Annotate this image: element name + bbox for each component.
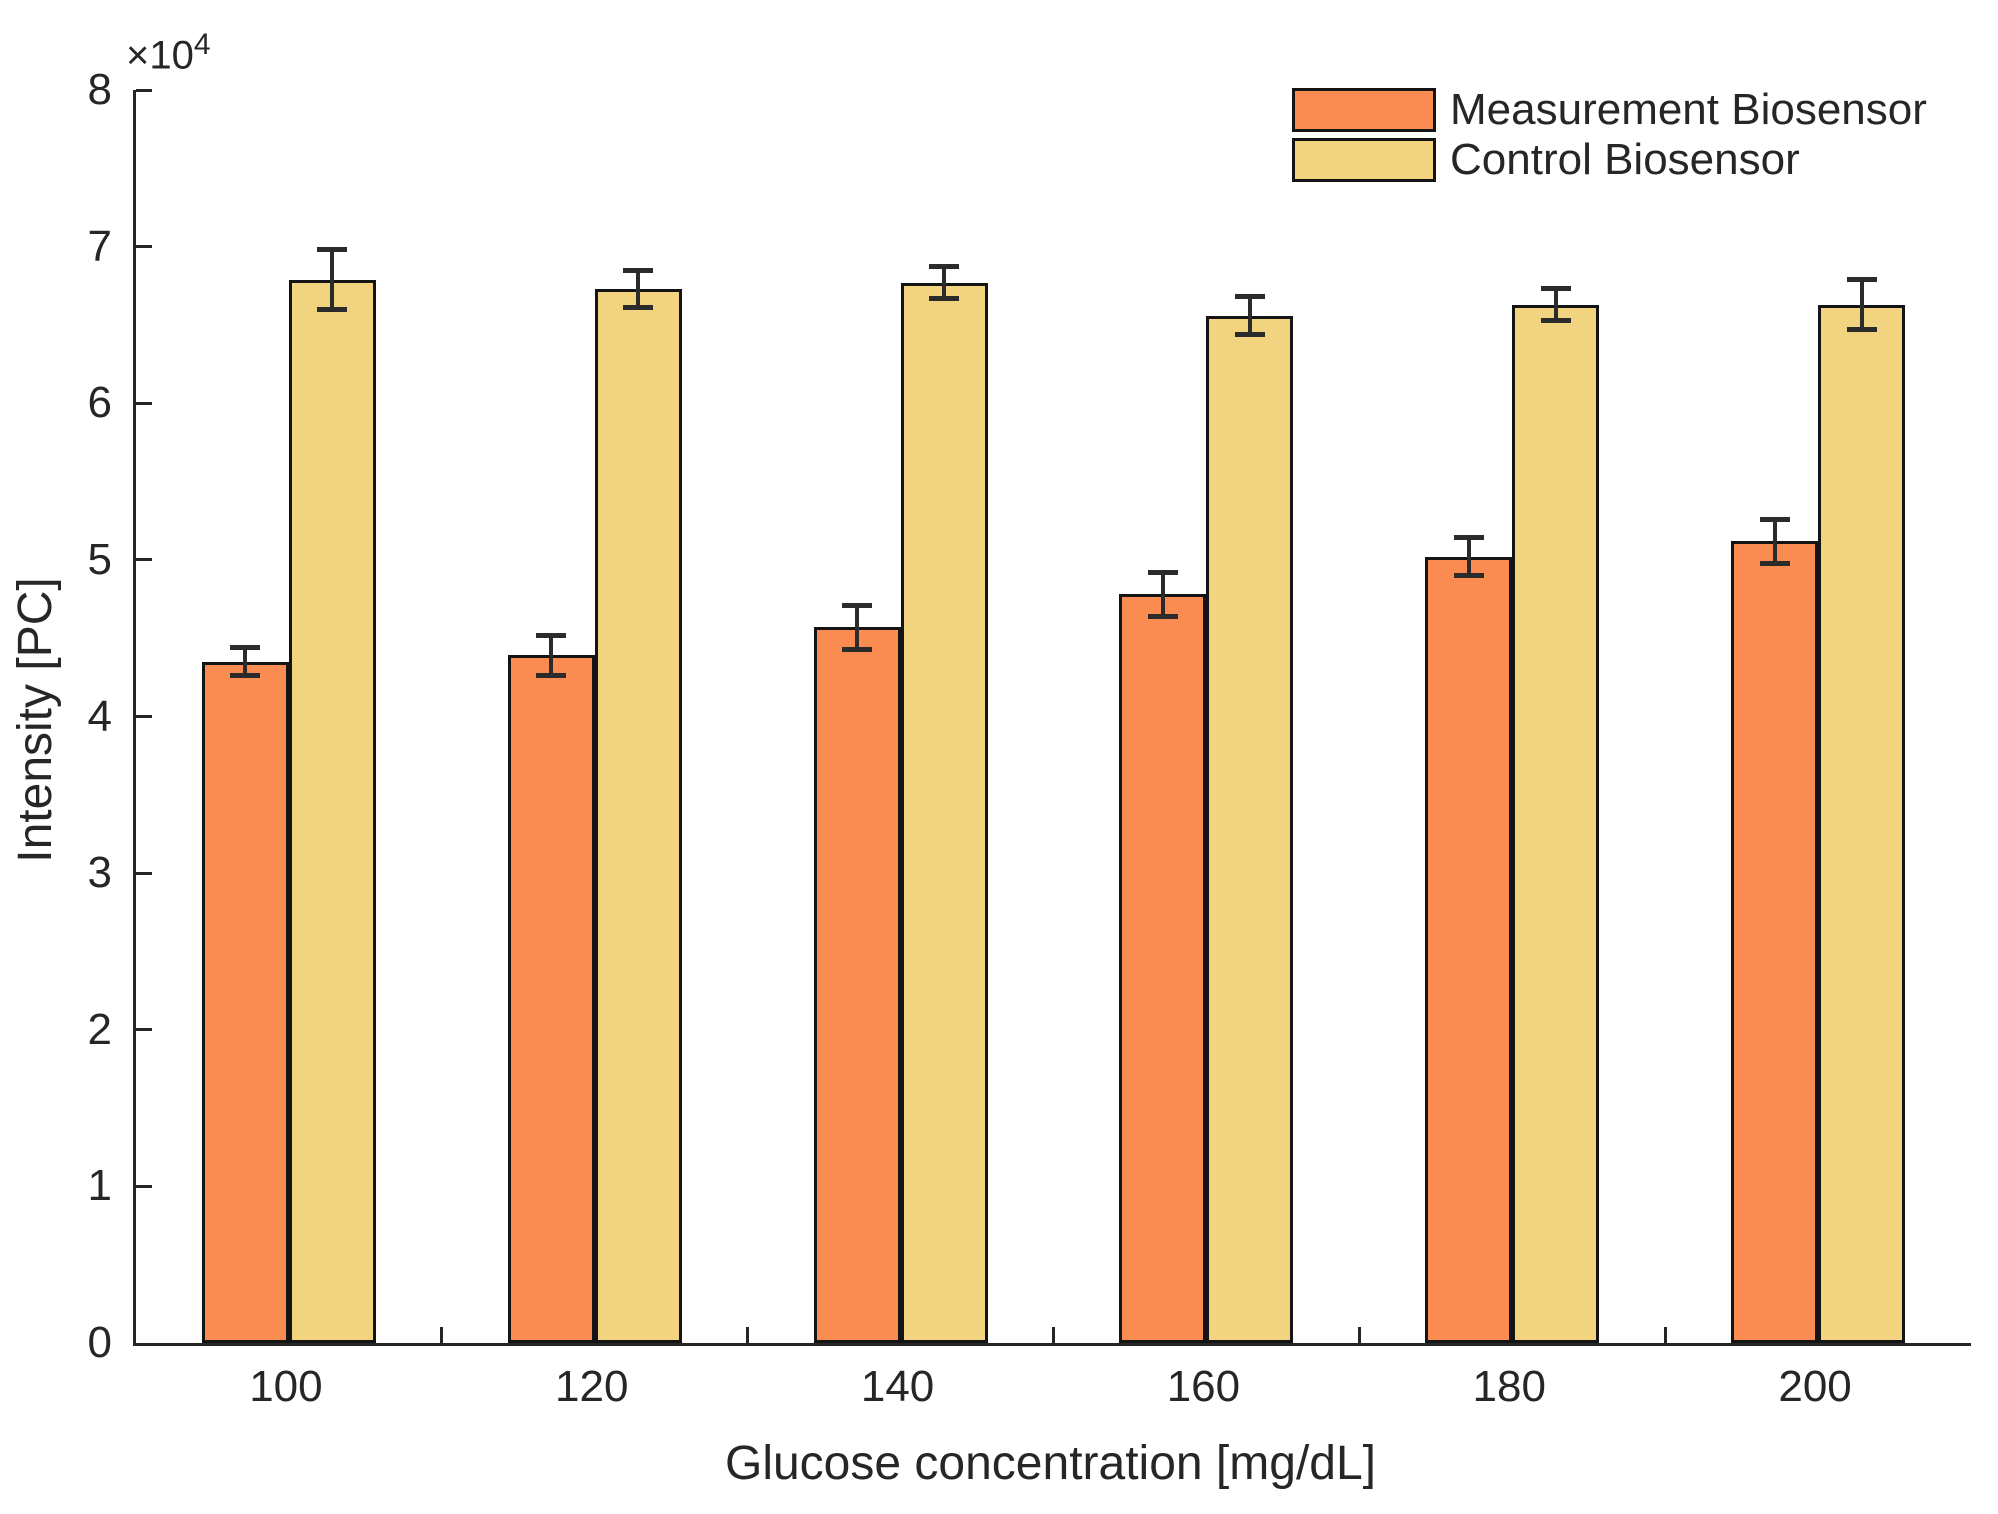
error-bar-control-120 [636,270,641,308]
error-bar-cap [842,602,873,608]
error-bar-cap [1453,535,1484,541]
y-tick-label: 2 [87,1004,112,1054]
y-tick [136,1184,152,1188]
y-tick-label: 7 [87,221,112,271]
error-bar-control-100 [330,249,335,310]
error-bar-cap [1234,331,1265,337]
error-bar-cap [1759,560,1790,566]
y-tick-label: 6 [87,378,112,428]
y-tick [136,245,152,249]
y-axis-label: Intensity [PC] [9,577,62,863]
y-tick [136,401,152,405]
y-axis-exponent: ×104 [126,28,211,78]
bar-measurement-100 [201,661,289,1343]
error-bar-cap [1846,327,1877,333]
y-tick [136,1028,152,1032]
x-tick [1663,1327,1667,1343]
y-tick-label: 8 [87,65,112,114]
error-bar-control-160 [1247,296,1252,335]
bar-control-180 [1512,304,1600,1343]
y-tick-label: 1 [87,1161,112,1211]
error-bar-cap [842,646,873,652]
y-tick-label: 4 [87,691,112,741]
y-tick [136,558,152,562]
y-exponent-prefix: ×10 [126,33,194,78]
error-bar-cap [1759,516,1790,522]
error-bar-cap [1234,294,1265,300]
y-tick [136,871,152,875]
bar-control-160 [1206,315,1294,1343]
x-tick-label: 120 [555,1362,629,1411]
y-tick-label: 3 [87,848,112,898]
y-tick [136,715,152,718]
error-bar-cap [1147,613,1178,619]
error-bar-cap [929,264,960,270]
error-bar-cap [317,306,348,312]
error-bar-measurement-100 [243,647,248,676]
error-bar-cap [317,247,348,253]
y-exponent-power: 4 [193,28,211,61]
error-bar-control-180 [1553,288,1558,321]
error-bar-cap [1540,317,1571,323]
error-bar-cap [230,645,261,651]
x-tick-label: 180 [1472,1362,1546,1411]
error-bar-control-140 [942,266,947,299]
legend-row-measurement: Measurement Biosensor [1292,88,1927,132]
bar-measurement-200 [1731,541,1819,1343]
error-bar-cap [230,673,261,679]
plot-area [133,88,1971,1346]
legend-swatch-control [1292,138,1436,182]
legend-label-control: Control Biosensor [1450,135,1800,184]
x-tick [1052,1327,1055,1343]
error-bar-measurement-120 [549,635,554,676]
bar-control-140 [900,282,988,1343]
error-bar-cap [1147,569,1178,575]
x-tick-label: 100 [249,1362,323,1411]
error-bar-cap [1846,277,1877,283]
x-axis-label: Glucose concentration [mg/dL] [724,1437,1377,1490]
bar-measurement-120 [507,655,595,1343]
y-tick-label: 5 [87,534,112,584]
legend: Measurement Biosensor Control Biosensor [1292,88,1927,188]
bar-measurement-140 [813,627,901,1343]
x-tick [746,1327,750,1343]
error-bar-measurement-200 [1772,519,1777,563]
error-bar-cap [536,632,567,638]
x-tick-label: 160 [1166,1362,1241,1411]
error-bar-control-200 [1859,279,1864,330]
legend-label-measurement: Measurement Biosensor [1450,85,1927,134]
error-bar-cap [1540,286,1571,292]
error-bar-cap [536,673,567,679]
legend-swatch-measurement [1292,88,1436,132]
error-bar-cap [623,305,654,311]
error-bar-cap [929,295,960,301]
bar-measurement-180 [1425,556,1513,1343]
error-bar-cap [1453,573,1484,579]
error-bar-measurement-140 [855,605,860,650]
x-tick [1357,1327,1361,1343]
bar-measurement-160 [1119,594,1207,1343]
error-bar-measurement-160 [1160,572,1165,617]
x-tick [440,1327,444,1343]
y-tick [136,88,152,92]
y-tick-label: 0 [87,1318,112,1367]
error-bar-cap [623,267,654,273]
bar-control-100 [288,279,376,1343]
bar-control-200 [1818,304,1906,1343]
x-tick-label: 200 [1778,1362,1852,1411]
bar-control-120 [594,288,682,1343]
legend-row-control: Control Biosensor [1292,138,1927,182]
error-bar-measurement-180 [1466,537,1471,576]
x-tick-label: 140 [860,1362,935,1411]
